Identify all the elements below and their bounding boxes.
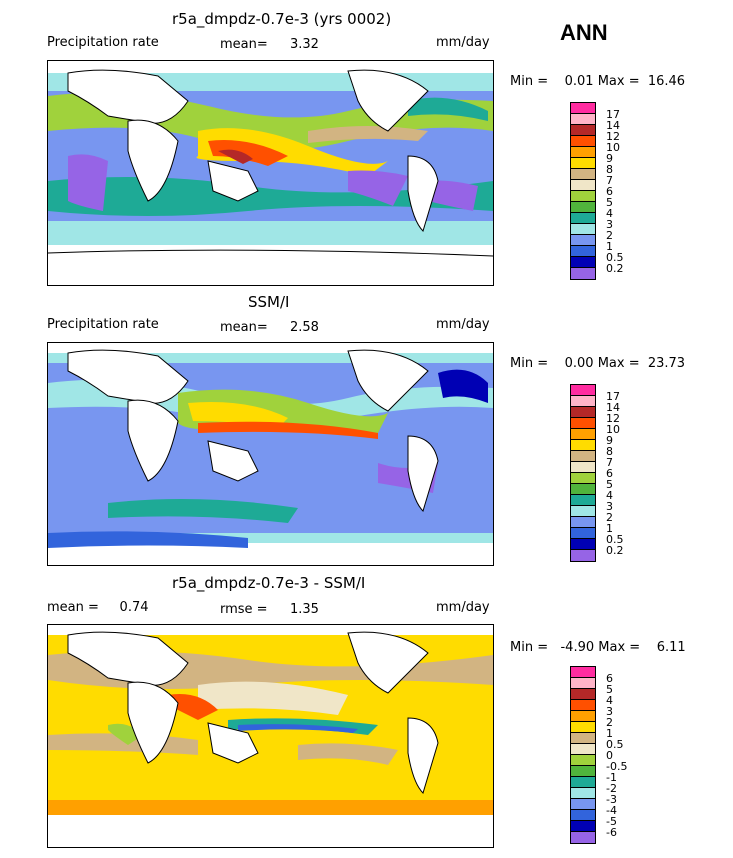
panel3-level-label: -5	[606, 815, 617, 828]
panel3-level-label: 0.5	[606, 738, 624, 751]
panel3-level-label: -3	[606, 793, 617, 806]
panel1-level-label: 0.2	[606, 262, 624, 275]
panel1-level-label: 12	[606, 130, 620, 143]
panel2-minmax: Min = 0.00 Max = 23.73	[510, 356, 686, 371]
panel1-map	[47, 60, 494, 286]
panel2-level-label: 0.2	[606, 544, 624, 557]
panel1-level-label: 0.5	[606, 251, 624, 264]
panel1-level-label: 14	[606, 119, 620, 132]
panel3-mean-label: mean = 0.74	[47, 600, 149, 615]
panel1-mean-label: mean=	[220, 37, 268, 52]
panel1-level-label: 7	[606, 174, 613, 187]
panel2-level-label: 7	[606, 456, 613, 469]
panel1-level-label: 2	[606, 229, 613, 242]
panel3-level-label: -2	[606, 782, 617, 795]
panel2-level-label: 14	[606, 401, 620, 414]
panel1-level-label: 4	[606, 207, 613, 220]
panel3-level-label: 5	[606, 683, 613, 696]
panel1-level-label: 5	[606, 196, 613, 209]
panel3-rmse-value: 1.35	[290, 602, 319, 617]
panel1-colorbar	[570, 102, 596, 280]
panel1-level-label: 1	[606, 240, 613, 253]
panel1-level-label: 9	[606, 152, 613, 165]
panel2-level-label: 5	[606, 478, 613, 491]
panel1-level-label: 8	[606, 163, 613, 176]
panel3-rmse-label: rmse =	[220, 602, 268, 617]
panel2-level-label: 1	[606, 522, 613, 535]
panel3-title: r5a_dmpdz-0.7e-3 - SSM/I	[172, 574, 366, 592]
panel2-level-label: 12	[606, 412, 620, 425]
panel1-level-label: 3	[606, 218, 613, 231]
panel2-level-label: 2	[606, 511, 613, 524]
panel2-level-label: 17	[606, 390, 620, 403]
panel2-level-label: 0.5	[606, 533, 624, 546]
panel3-colorbar	[570, 666, 596, 844]
season-label: ANN	[560, 20, 608, 45]
panel2-left-label: Precipitation rate	[47, 317, 159, 332]
panel2-colorbar	[570, 384, 596, 562]
panel3-level-label: 1	[606, 727, 613, 740]
panel2-level-label: 8	[606, 445, 613, 458]
panel3-minmax: Min = -4.90 Max = 6.11	[510, 640, 686, 655]
panel2-level-label: 4	[606, 489, 613, 502]
panel3-level-label: 3	[606, 705, 613, 718]
panel2-title: SSM/I	[248, 293, 290, 311]
panel2-mean-value: 2.58	[290, 320, 319, 335]
panel2-level-label: 10	[606, 423, 620, 436]
panel2-level-label: 6	[606, 467, 613, 480]
panel1-level-label: 17	[606, 108, 620, 121]
panel1-left-label: Precipitation rate	[47, 35, 159, 50]
panel1-mean-value: 3.32	[290, 37, 319, 52]
panel3-map	[47, 624, 494, 848]
panel3-units: mm/day	[436, 600, 490, 615]
panel3-level-label: 0	[606, 749, 613, 762]
panel1-minmax: Min = 0.01 Max = 16.46	[510, 74, 686, 89]
panel1-level-label: 10	[606, 141, 620, 154]
panel3-level-label: -0.5	[606, 760, 628, 773]
panel2-mean-label: mean=	[220, 320, 268, 335]
panel3-level-label: -4	[606, 804, 617, 817]
panel3-level-label: 6	[606, 672, 613, 685]
panel3-level-label: 4	[606, 694, 613, 707]
panel1-level-label: 6	[606, 185, 613, 198]
panel1-units: mm/day	[436, 35, 490, 50]
panel2-map	[47, 342, 494, 566]
panel2-level-label: 3	[606, 500, 613, 513]
panel2-level-label: 9	[606, 434, 613, 447]
panel2-units: mm/day	[436, 317, 490, 332]
panel3-level-label: 2	[606, 716, 613, 729]
panel3-level-label: -6	[606, 826, 617, 839]
panel1-title: r5a_dmpdz-0.7e-3 (yrs 0002)	[172, 10, 392, 28]
panel3-level-label: -1	[606, 771, 617, 784]
